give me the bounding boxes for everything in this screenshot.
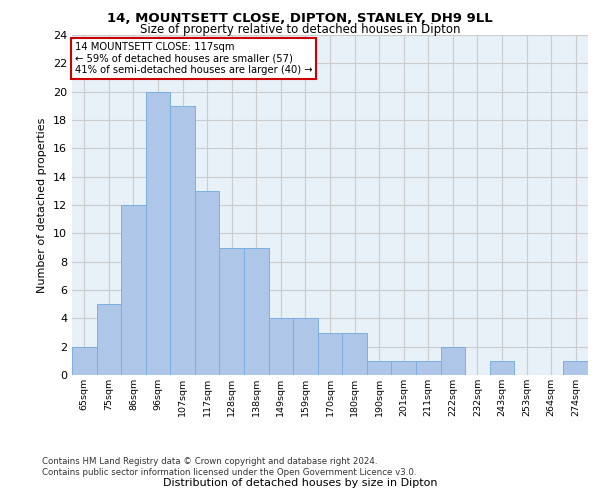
Bar [269, 318, 293, 375]
Text: 14 MOUNTSETT CLOSE: 117sqm
← 59% of detached houses are smaller (57)
41% of semi: 14 MOUNTSETT CLOSE: 117sqm ← 59% of deta… [74, 42, 312, 75]
Bar [97, 304, 121, 375]
Bar [121, 205, 146, 375]
Text: Distribution of detached houses by size in Dipton: Distribution of detached houses by size … [163, 478, 437, 488]
Bar [342, 332, 367, 375]
Bar [146, 92, 170, 375]
Bar [440, 346, 465, 375]
Bar [391, 361, 416, 375]
Bar [293, 318, 318, 375]
Bar [170, 106, 195, 375]
Bar [195, 191, 220, 375]
Text: Contains HM Land Registry data © Crown copyright and database right 2024.
Contai: Contains HM Land Registry data © Crown c… [42, 458, 416, 477]
Y-axis label: Number of detached properties: Number of detached properties [37, 118, 47, 292]
Text: 14, MOUNTSETT CLOSE, DIPTON, STANLEY, DH9 9LL: 14, MOUNTSETT CLOSE, DIPTON, STANLEY, DH… [107, 12, 493, 26]
Bar [416, 361, 440, 375]
Bar [367, 361, 391, 375]
Bar [490, 361, 514, 375]
Bar [563, 361, 588, 375]
Bar [220, 248, 244, 375]
Bar [244, 248, 269, 375]
Text: Size of property relative to detached houses in Dipton: Size of property relative to detached ho… [140, 22, 460, 36]
Bar [72, 346, 97, 375]
Bar [318, 332, 342, 375]
